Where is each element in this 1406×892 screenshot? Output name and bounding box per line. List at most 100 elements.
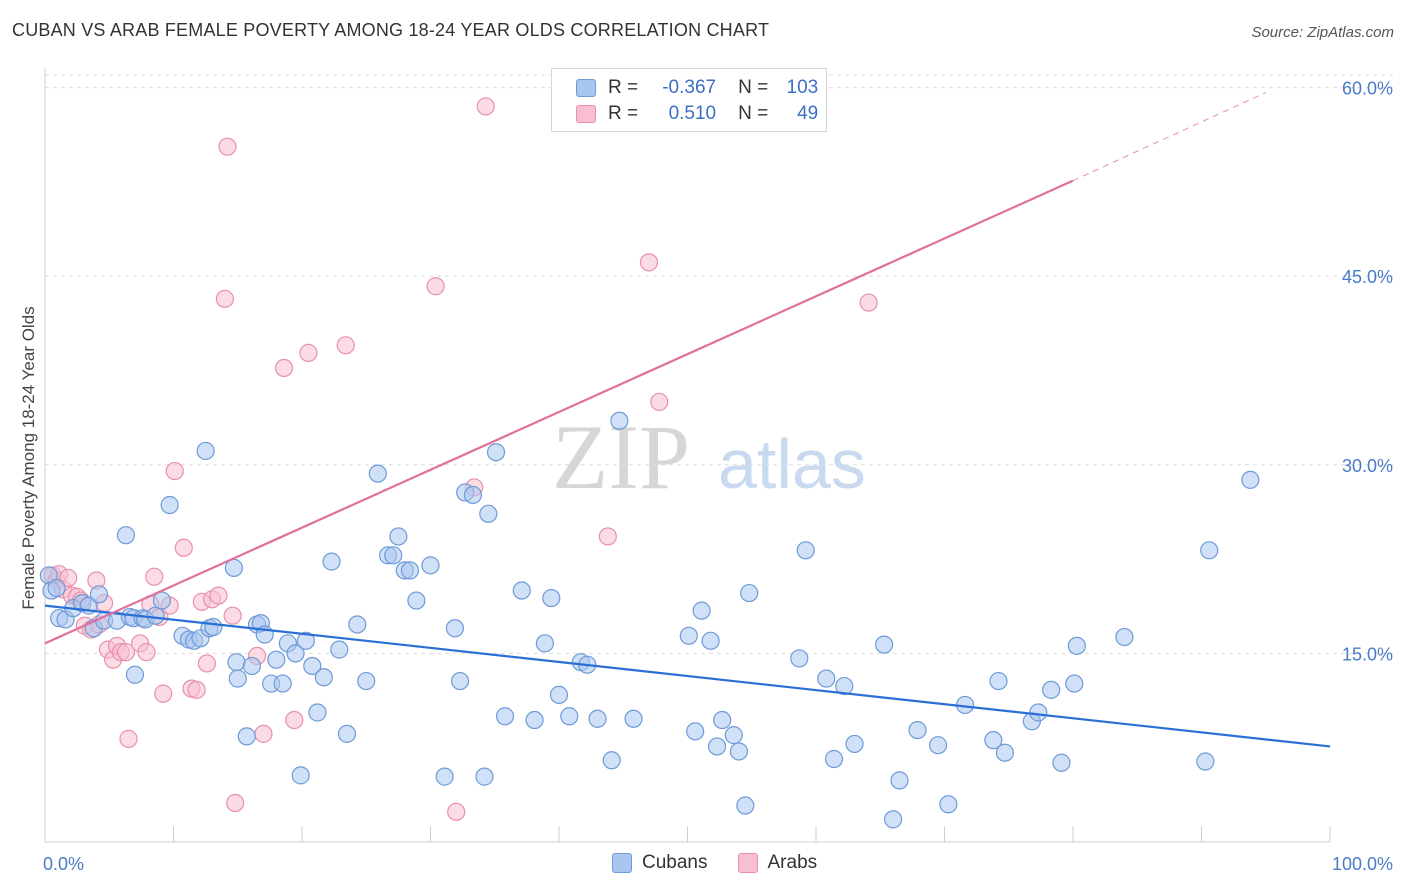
y-tick-label: 15.0% [1342, 644, 1393, 664]
arabs-point [154, 684, 173, 703]
cubans-point [435, 767, 454, 786]
cubans-point [445, 619, 465, 638]
arabs-point [650, 392, 669, 412]
y-axis-label: Female Poverty Among 18-24 Year Olds [19, 306, 38, 609]
arabs-point [299, 343, 318, 362]
chart-title: CUBAN VS ARAB FEMALE POVERTY AMONG 18-24… [12, 20, 770, 40]
arabs-point [116, 643, 136, 662]
arabs-point [218, 137, 237, 156]
cubans-point [984, 731, 1003, 750]
cubans-point [588, 709, 607, 728]
legend-n-label: N = [738, 77, 769, 98]
cubans-point [348, 615, 367, 634]
cubans-point [890, 771, 909, 790]
cubans-point [701, 631, 720, 650]
source-credit: Source: ZipAtlas.com [1251, 24, 1394, 41]
legend-item-cubans[interactable]: Cubans [612, 852, 708, 874]
cubans-point [47, 578, 66, 598]
cubans-point [995, 743, 1014, 762]
cubans-point [314, 668, 333, 687]
arabs-legend-swatch [737, 853, 758, 873]
grid [45, 74, 1395, 654]
cubans-point [1067, 636, 1086, 655]
cubans-point [1196, 752, 1215, 771]
legend-r-label: R = [608, 103, 639, 124]
cubans-point [875, 635, 894, 654]
cubans-point [160, 495, 179, 515]
cubans-point [475, 767, 494, 786]
arabs-point [137, 643, 156, 662]
cubans-point [1029, 703, 1048, 722]
cubans-point [242, 656, 261, 676]
cubans-point [495, 707, 515, 726]
cubans-point [1065, 674, 1084, 693]
cubans-point [125, 665, 145, 684]
arabs-point [215, 289, 234, 308]
cubans-point [204, 617, 223, 637]
cubans-point [790, 649, 809, 668]
arabs-point [119, 729, 138, 748]
legend-r-value: -0.367 [662, 77, 717, 98]
cubans-point [89, 585, 109, 604]
cubans-point [330, 640, 349, 659]
cubans-point [1115, 627, 1134, 647]
arabs-point [226, 793, 245, 813]
arabs-point [59, 568, 78, 588]
cubans-point [407, 591, 426, 610]
cubans-point [939, 795, 958, 814]
cubans-point [692, 601, 711, 620]
cubans-point [679, 626, 698, 645]
cubans-point [267, 650, 286, 669]
cubans-point [883, 810, 903, 829]
cubans-point [1042, 680, 1061, 699]
y-tick-label: 45.0% [1342, 267, 1393, 287]
arabs-point [859, 293, 878, 312]
watermark-atlas: atlas [718, 425, 866, 503]
cubans-point [368, 464, 387, 483]
arabs-trend-line [44, 179, 1074, 645]
cubans-point [989, 671, 1008, 691]
cubans-point [817, 669, 836, 688]
cubans-point [296, 631, 315, 650]
cubans-point [713, 710, 732, 730]
cubans-point [729, 742, 749, 761]
cubans-point [740, 583, 759, 603]
arabs-trend-extension [1072, 92, 1266, 182]
arabs-point [447, 802, 466, 821]
cubans-point [146, 606, 165, 625]
cubans-point [602, 751, 621, 770]
cubans-swatch [576, 79, 596, 97]
legend-row-arabs: R = 0.510 N = 49 [576, 101, 818, 127]
cubans-point [273, 674, 292, 693]
arabs-point [223, 606, 242, 625]
cubans-point [450, 671, 470, 691]
arabs-point [174, 538, 193, 557]
arabs-swatch [576, 105, 596, 123]
cubans-point [535, 634, 554, 653]
legend-n-value: 49 [797, 103, 819, 124]
cubans-point [303, 656, 322, 676]
cubans-point [486, 443, 506, 462]
tick-labels: 15.0% 30.0% 45.0% 60.0% 0.0% 100.0% [43, 79, 1393, 874]
arabs-point [426, 277, 445, 296]
legend-item-arabs[interactable]: Arabs [737, 852, 818, 874]
series-legend: Cubans Arabs [612, 852, 847, 874]
cubans-point [237, 727, 256, 746]
cubans-point [1052, 753, 1071, 772]
cubans-point [845, 734, 864, 754]
cubans-point [291, 766, 310, 785]
arabs-point [197, 654, 217, 673]
legend-label-arabs: Arabs [767, 852, 818, 873]
y-tick-label: 30.0% [1342, 456, 1393, 476]
legend-r-label: R = [608, 77, 639, 98]
cubans-point [707, 737, 727, 756]
cubans-point [928, 736, 948, 755]
cubans-point [116, 526, 136, 545]
cubans-point [196, 441, 215, 461]
cubans-point [400, 561, 420, 580]
cubans-point [227, 653, 246, 672]
cubans-point [686, 722, 705, 741]
cubans-point [525, 710, 544, 730]
legend-n-label: N = [738, 103, 769, 124]
